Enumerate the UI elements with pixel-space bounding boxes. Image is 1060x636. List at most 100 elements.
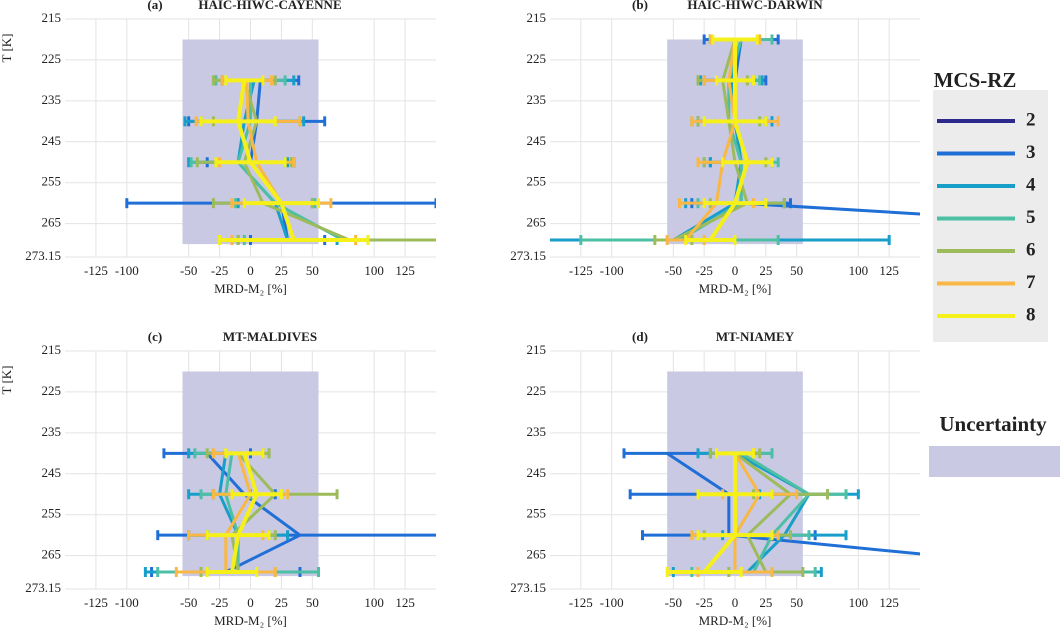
plot-area (143, 371, 436, 578)
x-tick-label: 50 (790, 595, 803, 610)
x-tick-label: -50 (665, 595, 682, 610)
x-tick-label: -25 (211, 595, 228, 610)
x-tick-label: 125 (395, 595, 415, 610)
x-tick-label: -50 (180, 595, 197, 610)
profile-line (708, 39, 750, 242)
y-tick-label: 225 (42, 51, 62, 66)
x-tick-label: 25 (759, 595, 772, 610)
plot-area (622, 371, 920, 578)
y-axis-label: T [K] (0, 33, 14, 62)
y-tick-label: 245 (42, 133, 62, 148)
panel-title: MT-MALDIVES (223, 329, 317, 344)
y-tick-label: 245 (42, 465, 62, 480)
x-tick-label: 0 (732, 263, 739, 278)
y-tick-label: 265 (527, 547, 547, 562)
x-axis-label: MRD-M₂ [%] (214, 613, 287, 628)
legend-label: 3 (1026, 142, 1036, 163)
y-tick-label: 273.15 (510, 248, 546, 263)
x-tick-label: -125 (84, 595, 108, 610)
profile-line (672, 39, 743, 242)
x-tick-label: 0 (247, 263, 254, 278)
x-tick-label: -50 (180, 263, 197, 278)
x-tick-label: 125 (395, 263, 415, 278)
x-tick-label: 125 (879, 595, 899, 610)
y-tick-label: 255 (527, 174, 547, 189)
y-tick-label: 265 (527, 215, 547, 230)
x-tick-label: -100 (115, 595, 139, 610)
y-tick-label: 215 (42, 10, 62, 25)
x-tick-label: -100 (600, 595, 624, 610)
x-tick-label: 50 (790, 263, 803, 278)
y-tick-label: 235 (42, 92, 62, 107)
x-tick-label: 0 (732, 595, 739, 610)
profile-line (224, 452, 252, 573)
x-tick-label: 0 (247, 595, 254, 610)
legend-label: 8 (1026, 304, 1036, 325)
profile-line (224, 453, 240, 573)
profile-line (733, 452, 762, 573)
y-tick-label: 265 (42, 215, 62, 230)
y-tick-label: 225 (527, 51, 547, 66)
profile-line (666, 452, 920, 556)
x-axis-label: MRD-M₂ [%] (699, 281, 772, 296)
legend-label: 2 (1026, 109, 1036, 130)
y-axis-label: T [K] (0, 365, 14, 394)
y-tick-label: 273.15 (25, 248, 61, 263)
uncertainty-swatch (929, 446, 1060, 477)
profile-line (702, 453, 737, 574)
x-tick-label: -100 (600, 263, 624, 278)
x-tick-label: 100 (364, 263, 384, 278)
profile-line (734, 452, 811, 574)
x-tick-label: -125 (569, 595, 593, 610)
panel-title: HAIC-HIWC-CAYENNE (198, 0, 341, 12)
x-tick-label: -100 (115, 263, 139, 278)
x-tick-label: 100 (364, 595, 384, 610)
x-tick-label: 50 (306, 263, 319, 278)
profile-line (734, 452, 792, 573)
legend-label: 6 (1026, 239, 1036, 260)
y-tick-label: 225 (527, 383, 547, 398)
profile-line (229, 452, 259, 573)
legend-box (933, 90, 1048, 342)
y-tick-label: 225 (42, 383, 62, 398)
y-tick-label: 265 (42, 547, 62, 562)
panel-title: MT-NIAMEY (716, 329, 795, 344)
panel-label: (d) (632, 329, 648, 344)
y-tick-label: 245 (527, 133, 547, 148)
x-tick-label: 25 (759, 263, 772, 278)
profile-line (684, 39, 737, 241)
y-tick-label: 255 (42, 506, 62, 521)
x-tick-label: -125 (569, 263, 593, 278)
y-tick-label: 245 (527, 465, 547, 480)
y-tick-label: 235 (527, 424, 547, 439)
plot-area (125, 39, 436, 246)
x-tick-label: 25 (275, 595, 288, 610)
y-tick-label: 215 (527, 10, 547, 25)
legend-title: MCS-RZ (934, 68, 1017, 92)
x-tick-label: 100 (849, 263, 869, 278)
y-tick-label: 255 (42, 174, 62, 189)
x-tick-label: 100 (849, 595, 869, 610)
x-tick-label: -25 (211, 263, 228, 278)
y-tick-label: 273.15 (25, 580, 61, 595)
plot-area (550, 34, 920, 246)
x-tick-label: 25 (275, 263, 288, 278)
y-tick-label: 215 (527, 342, 547, 357)
x-tick-label: -125 (84, 263, 108, 278)
y-tick-label: 255 (527, 506, 547, 521)
panel-label: (b) (632, 0, 648, 12)
x-tick-label: -50 (665, 263, 682, 278)
error-bar (205, 567, 259, 578)
panel-label: (c) (148, 329, 162, 344)
x-axis-label: MRD-M₂ [%] (699, 613, 772, 628)
legend-label: 5 (1026, 207, 1036, 228)
panel-title: HAIC-HIWC-DARWIN (687, 0, 823, 12)
y-tick-label: 235 (527, 92, 547, 107)
legend-label: 7 (1026, 272, 1036, 293)
legend-label: 4 (1026, 174, 1036, 195)
x-tick-label: 50 (306, 595, 319, 610)
profile-line (236, 80, 296, 241)
x-tick-label: -25 (695, 263, 712, 278)
x-tick-label: 125 (879, 263, 899, 278)
